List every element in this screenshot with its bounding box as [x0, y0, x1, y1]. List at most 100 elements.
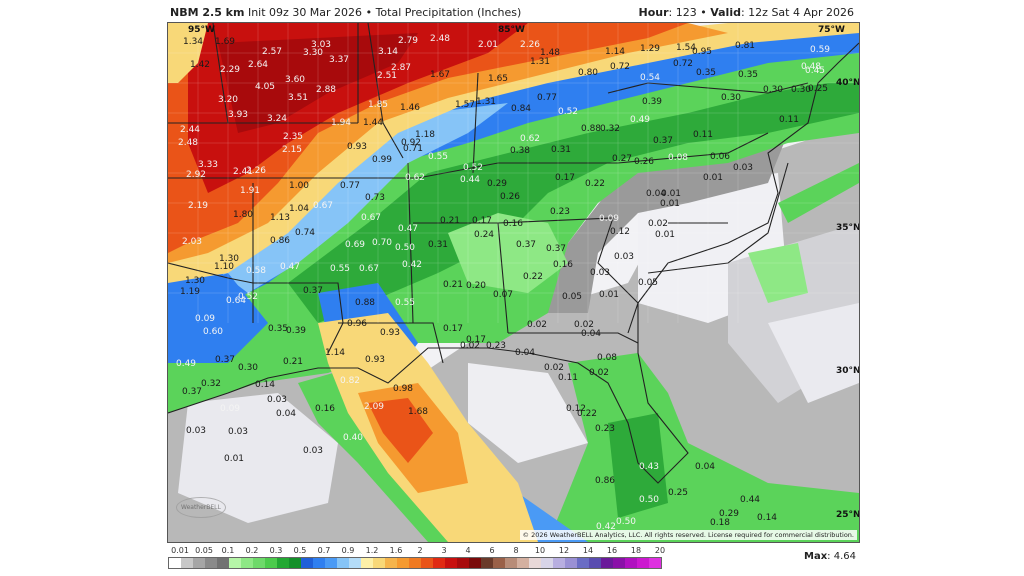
precip-value-label: 0.54 [639, 73, 661, 83]
precip-value-label: 0.55 [427, 152, 449, 162]
precip-value-label: 0.55 [394, 298, 416, 308]
precip-value-label: 0.14 [756, 513, 778, 523]
precip-value-label: 0.84 [510, 104, 532, 114]
legend-swatch [649, 558, 661, 568]
legend-swatch [397, 558, 409, 568]
precip-value-label: 1.18 [414, 130, 436, 140]
precip-value-label: 0.47 [397, 224, 419, 234]
precip-value-label: 0.01 [702, 173, 724, 183]
precip-value-label: 0.22 [576, 409, 598, 419]
legend-tick-label: 12 [558, 546, 570, 555]
color-legend: 0.01 0.05 0.1 0.2 0.3 0.5 0.7 0.9 1.2 1.6 2 3 4 6 8 10 1… [168, 546, 666, 569]
precip-value-label: 0.72 [672, 59, 694, 69]
precipitation-map: 95°W 85°W 75°W 40°N 35°N 30°N 25°N 1.34 1.69 2.5… [167, 22, 860, 543]
precip-value-label: 0.48 [800, 62, 822, 72]
precip-value-label: 0.52 [462, 163, 484, 173]
precip-value-label: 2.88 [315, 85, 337, 95]
precip-value-label: 0.93 [364, 355, 386, 365]
precip-value-label: 0.04 [275, 409, 297, 419]
legend-swatch [421, 558, 433, 568]
legend-swatch [253, 558, 265, 568]
precip-value-label: 0.03 [185, 426, 207, 436]
precip-value-label: 0.69 [344, 240, 366, 250]
precip-value-label: 0.02 [573, 320, 595, 330]
valid-label: Valid [710, 6, 741, 19]
precip-value-label: 0.86 [594, 476, 616, 486]
precip-value-label: 1.31 [529, 57, 551, 67]
precip-value-label: 0.52 [237, 292, 259, 302]
legend-swatch [625, 558, 637, 568]
precip-value-label: 0.04 [694, 462, 716, 472]
precip-value-label: 0.31 [550, 145, 572, 155]
precip-value-label: 0.02 [588, 368, 610, 378]
precip-value-label: 0.39 [641, 97, 663, 107]
legend-tick-label: 0.7 [317, 546, 331, 555]
precip-value-label: 2.92 [185, 170, 207, 180]
legend-swatch [613, 558, 625, 568]
precip-value-label: 0.20 [465, 281, 487, 291]
legend-swatch [241, 558, 253, 568]
coordinate-label: 95°W [188, 25, 215, 35]
precip-value-label: 0.06 [709, 152, 731, 162]
precip-value-label: 2.44 [179, 125, 201, 135]
valid-time-header: Hour: 123 • Valid: 12z Sat 4 Apr 2026 [638, 6, 854, 19]
copyright-notice: © 2026 WeatherBELL Analytics, LLC. All r… [519, 530, 857, 540]
precip-value-label: 0.17 [465, 335, 487, 345]
legend-tick-label: 20 [654, 546, 666, 555]
precip-value-label: 1.00 [288, 181, 310, 191]
precip-value-label: 0.21 [442, 280, 464, 290]
precip-value-label: 0.02 [526, 320, 548, 330]
precip-value-label: 3.24 [266, 114, 288, 124]
legend-tick-label: 0.9 [341, 546, 355, 555]
legend-color-bar [168, 557, 662, 569]
precip-value-label: 0.82 [339, 376, 361, 386]
precip-value-label: 0.47 [279, 262, 301, 272]
precip-value-label: 0.27 [611, 154, 633, 164]
precip-value-label: 0.11 [778, 115, 800, 125]
legend-swatch [445, 558, 457, 568]
legend-swatch [373, 558, 385, 568]
precip-value-label: 0.11 [692, 130, 714, 140]
precip-value-label: 0.31 [427, 240, 449, 250]
legend-tick-label: 0.1 [221, 546, 235, 555]
precip-value-label: 3.51 [287, 93, 309, 103]
precip-value-label: 1.13 [269, 213, 291, 223]
precip-value-label: 0.22 [584, 179, 606, 189]
precip-value-label: 1.30 [184, 276, 206, 286]
legend-swatch [337, 558, 349, 568]
precip-value-label: 0.39 [285, 326, 307, 336]
precip-value-label: 0.05 [561, 292, 583, 302]
product-name: Total Precipitation (Inches) [375, 6, 522, 19]
precip-value-label: 0.67 [358, 264, 380, 274]
separator: • [700, 6, 707, 19]
precip-value-label: 0.88 [580, 124, 602, 134]
precip-value-label: 0.50 [394, 243, 416, 253]
legend-swatch [277, 558, 289, 568]
precip-value-label: 0.16 [314, 404, 336, 414]
precip-value-label: 0.18 [709, 518, 731, 528]
legend-swatch [361, 558, 373, 568]
precip-value-label: 0.23 [549, 207, 571, 217]
precip-value-label: 1.04 [288, 204, 310, 214]
precip-value-label: 0.37 [545, 244, 567, 254]
precip-value-label: 0.43 [638, 462, 660, 472]
precip-value-label: 1.46 [399, 103, 421, 113]
map-title: NBM 2.5 km Init 09z 30 Mar 2026 • Total … [170, 6, 521, 19]
legend-swatch [589, 558, 601, 568]
precip-value-label: 0.11 [557, 373, 579, 383]
max-number: : 4.64 [827, 551, 856, 562]
legend-swatch [325, 558, 337, 568]
legend-swatch [433, 558, 445, 568]
legend-tick-label: 2 [417, 546, 423, 555]
init-time: Init 09z 30 Mar 2026 [247, 6, 363, 19]
precip-value-label: 0.25 [667, 488, 689, 498]
precip-value-label: 1.31 [475, 97, 497, 107]
precip-value-label: 3.14 [377, 47, 399, 57]
precip-value-label: 1.94 [330, 118, 352, 128]
precip-value-label: 0.24 [473, 230, 495, 240]
precip-value-label: 0.29 [486, 179, 508, 189]
legend-swatch [193, 558, 205, 568]
legend-tick-label: 0.01 [171, 546, 189, 555]
precip-value-label: 0.17 [554, 173, 576, 183]
legend-tick-label: 18 [630, 546, 642, 555]
